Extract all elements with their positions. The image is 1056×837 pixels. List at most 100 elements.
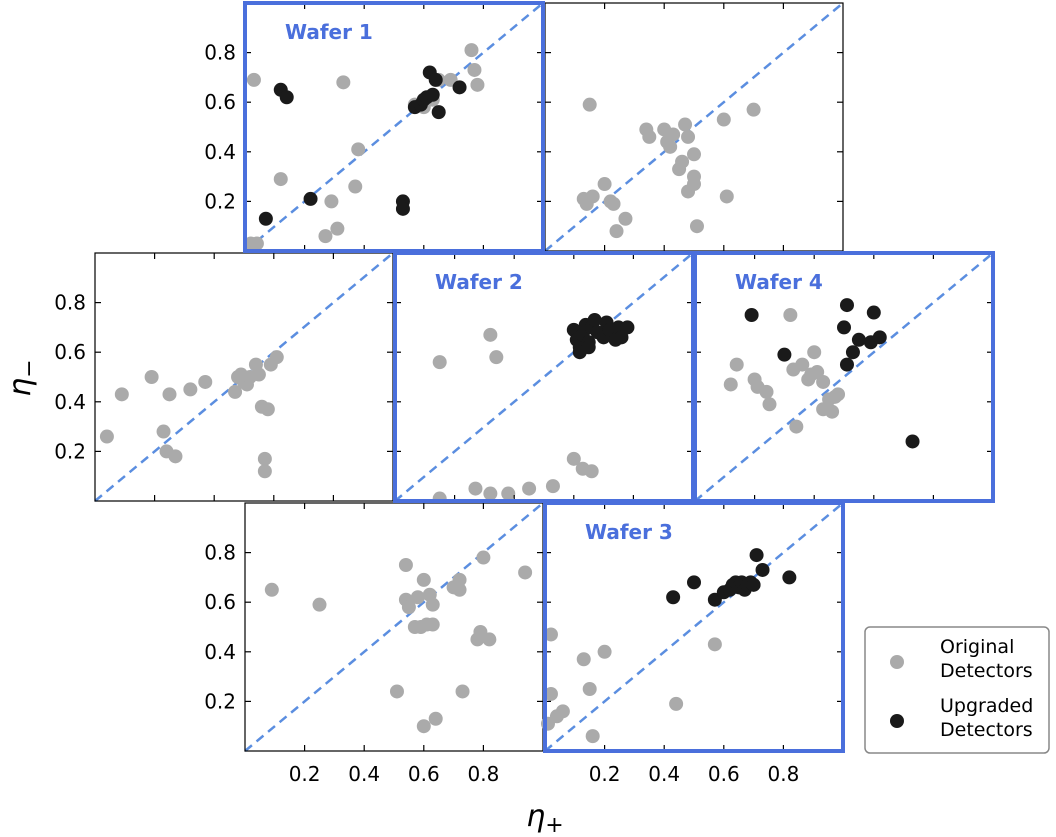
y-tick-label: 0.4 — [54, 390, 86, 414]
original-detector-point — [144, 370, 159, 384]
original-detector-point — [545, 479, 560, 494]
legend-marker-original — [890, 655, 904, 669]
original-detector-point — [669, 696, 684, 711]
original-detector-point — [489, 350, 504, 365]
upgraded-detector-point — [851, 332, 866, 347]
upgraded-detector-point — [428, 72, 443, 87]
original-detector-point — [522, 481, 537, 496]
original-detector-point — [666, 127, 681, 142]
legend-marker-upgraded — [890, 714, 904, 728]
highlight-frames: Wafer 1 Wafer 2 Wafer 4 Wafer 3 — [243, 1, 995, 753]
x-axis-subscript: + — [545, 813, 563, 837]
original-detector-point — [716, 112, 731, 127]
original-detector-point — [416, 719, 431, 734]
original-detector-point — [831, 387, 846, 402]
original-detector-point — [678, 117, 693, 132]
upgraded-detector-point — [777, 347, 792, 362]
panel-r3c2: 0.2 0.4 0.6 0.8 — [540, 502, 844, 786]
original-detector-point — [597, 177, 612, 192]
y-axis-label-group: η− — [3, 359, 42, 396]
x-tick-label: 0.4 — [348, 762, 380, 786]
original-detector-point — [582, 97, 597, 112]
original-detector-point — [401, 600, 416, 615]
diagonal-line — [244, 2, 544, 252]
original-detector-point — [198, 374, 213, 389]
original-detector-point — [543, 686, 558, 701]
panel-r3c1: 0.2 0.2 0.4 0.4 0.6 0.6 0.8 0.8 — [204, 502, 544, 786]
upgraded-detector-point — [866, 305, 881, 320]
original-detector-point — [389, 684, 404, 699]
original-detector-point — [468, 481, 483, 496]
upgraded-detector-point — [755, 562, 770, 577]
original-detector-point — [482, 632, 497, 647]
panels-layer: 0.20.40.60.80.20.40.60.80.20.20.40.40.60… — [54, 2, 994, 786]
x-tick-label: 0.8 — [767, 762, 799, 786]
y-tick-label: 0.6 — [54, 340, 86, 364]
original-detector-point — [746, 102, 761, 117]
original-detector-point — [428, 711, 443, 726]
wafer-title: Wafer 4 — [735, 270, 823, 294]
original-detector-point — [543, 627, 558, 642]
diagonal-line — [244, 502, 544, 752]
original-detector-point — [410, 590, 425, 605]
upgraded-detector-point — [746, 577, 761, 592]
original-detector-point — [257, 451, 272, 466]
wafer-highlight-frame — [543, 501, 845, 753]
upgraded-detector-point — [279, 90, 294, 105]
diagonal-line — [544, 502, 844, 752]
upgraded-detector-point — [839, 298, 854, 313]
upgraded-detector-point — [303, 191, 318, 206]
original-detector-point — [452, 582, 467, 597]
original-detector-point — [336, 75, 351, 90]
original-detector-point — [348, 179, 363, 194]
upgraded-detector-point — [687, 575, 701, 590]
original-detector-point — [642, 129, 657, 144]
original-detector-point — [582, 682, 597, 696]
original-detector-point — [162, 387, 177, 402]
upgraded-detector-point — [587, 312, 602, 327]
original-detector-point — [585, 189, 600, 204]
original-detector-point — [719, 189, 734, 204]
panel-r2c1: 0.2 0.4 0.6 0.8 — [54, 252, 394, 502]
original-detector-point — [452, 572, 467, 587]
upgraded-detector-point — [452, 80, 467, 95]
original-detector-point — [398, 558, 413, 572]
y-tick-label: 0.4 — [204, 640, 236, 664]
original-detector-point — [114, 387, 129, 402]
y-tick-label: 0.2 — [54, 439, 86, 463]
original-detector-point — [324, 194, 339, 209]
original-detector-point — [585, 729, 600, 744]
original-detector-point — [228, 384, 243, 399]
original-detector-point — [470, 77, 485, 92]
upgraded-detector-point — [425, 87, 440, 102]
upgraded-detector-point — [744, 308, 759, 322]
original-detector-point — [260, 402, 275, 417]
upgraded-detector-point — [839, 357, 854, 372]
original-detector-point — [318, 229, 333, 244]
original-detector-point — [251, 367, 266, 382]
diagonal-line — [694, 252, 994, 502]
panel-r1c2 — [544, 2, 844, 252]
wafer-title: Wafer 1 — [285, 20, 373, 44]
original-detector-point — [555, 704, 570, 719]
wafer-title: Wafer 3 — [585, 520, 673, 544]
upgraded-detector-point — [749, 548, 764, 563]
x-tick-label: 0.6 — [708, 762, 740, 786]
y-tick-label: 0.2 — [204, 689, 236, 713]
x-tick-label: 0.8 — [467, 762, 499, 786]
panel-background — [545, 3, 843, 251]
original-detector-point — [606, 196, 621, 211]
original-detector-point — [789, 419, 804, 434]
original-detector-point — [762, 397, 777, 412]
original-detector-point — [618, 211, 633, 226]
original-detector-point — [269, 350, 284, 365]
legend-original-line2: Detectors — [940, 660, 1033, 682]
original-detector-point — [257, 464, 272, 479]
upgraded-detector-point — [666, 590, 681, 605]
original-detector-point — [330, 221, 345, 236]
original-detector-point — [584, 464, 599, 479]
original-detector-point — [687, 147, 701, 162]
x-tick-label: 0.2 — [289, 762, 321, 786]
original-detector-point — [707, 637, 722, 652]
y-tick-label: 0.6 — [204, 90, 236, 114]
